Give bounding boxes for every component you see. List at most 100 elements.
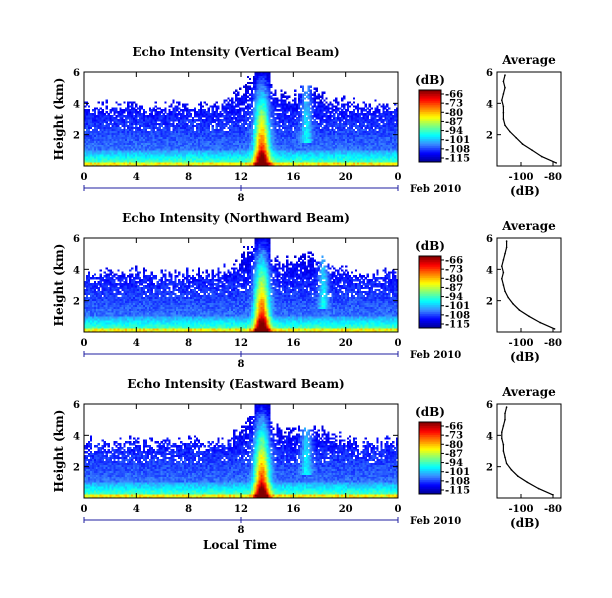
colorbar-band xyxy=(419,441,441,444)
colorbar-band xyxy=(419,438,441,441)
colorbar-band xyxy=(419,293,441,296)
colorbar-tick-label: -66 xyxy=(445,422,463,433)
colorbar-tick-label: -80 xyxy=(445,274,463,285)
colorbar-band xyxy=(419,270,441,273)
colorbar-band xyxy=(419,447,441,450)
colorbar-unit: (dB) xyxy=(415,73,445,87)
average-title: Average xyxy=(501,385,556,399)
colorbar-tick-label: -66 xyxy=(445,90,463,101)
heatmap-cells xyxy=(84,72,399,167)
average-profile-point xyxy=(505,406,508,408)
average-title: Average xyxy=(501,219,556,233)
colorbar-tick-label: -73 xyxy=(445,99,463,110)
average-y-tick-label: 6 xyxy=(486,68,493,79)
heatmap-title: Echo Intensity (Vertical Beam) xyxy=(132,45,339,59)
average-x-tick-label: -80 xyxy=(544,172,562,183)
colorbar-band xyxy=(419,432,441,435)
colorbar-band xyxy=(419,308,441,311)
colorbar-band xyxy=(419,154,441,157)
average-profile-point xyxy=(526,481,529,484)
colorbar-band xyxy=(419,306,441,309)
colorbar-band xyxy=(419,274,441,277)
colorbar-band xyxy=(419,310,441,313)
average-profile-point xyxy=(504,412,506,415)
colorbar-band xyxy=(419,279,441,282)
colorbar-band xyxy=(419,443,441,446)
colorbar-tick-label: -80 xyxy=(445,440,463,451)
average-profile-point xyxy=(507,296,510,299)
average-x-tick-label: -80 xyxy=(544,504,562,515)
y-axis-label: Height (km) xyxy=(52,410,66,493)
x-tick-label: 0 xyxy=(395,172,402,183)
colorbar-band xyxy=(419,149,441,152)
colorbar-band xyxy=(419,431,441,434)
colorbar-band xyxy=(419,265,441,268)
average-profile-point xyxy=(502,80,505,83)
average-profile-point xyxy=(502,259,505,261)
average-profile-point xyxy=(501,437,503,440)
average-x-label: (dB) xyxy=(510,350,540,364)
colorbar-band xyxy=(419,302,441,305)
colorbar-band xyxy=(419,284,441,287)
colorbar-tick-label: -115 xyxy=(445,486,470,497)
average-y-tick-label: 2 xyxy=(486,131,493,142)
colorbar-band xyxy=(419,136,441,139)
colorbar-band xyxy=(419,490,441,493)
colorbar-band xyxy=(419,259,441,262)
colorbar-band xyxy=(419,158,441,161)
average-profile-point xyxy=(509,130,511,133)
colorbar-band xyxy=(419,304,441,307)
average-profile-line xyxy=(501,241,555,330)
average-y-tick-label: 6 xyxy=(486,400,493,411)
colorbar-band xyxy=(419,277,441,280)
y-tick-label: 6 xyxy=(73,234,80,245)
colorbar-band xyxy=(419,283,441,286)
average-profile-point xyxy=(502,271,505,274)
x-tick-label: 12 xyxy=(234,172,248,183)
average-profile-point xyxy=(515,137,517,139)
colorbar-band xyxy=(419,261,441,264)
average-frame xyxy=(496,71,562,167)
colorbar-band xyxy=(419,99,441,102)
colorbar-band xyxy=(419,147,441,150)
average-profile-point xyxy=(555,162,557,164)
colorbar-tick-label: -66 xyxy=(445,256,463,267)
colorbar-tick-label: -101 xyxy=(445,301,470,312)
colorbar-band xyxy=(419,301,441,304)
colorbar-unit: (dB) xyxy=(415,405,445,419)
x-tick-label: 0 xyxy=(395,338,402,349)
colorbar-band xyxy=(419,124,441,127)
average-profile-point xyxy=(504,290,506,293)
average-profile-point xyxy=(502,284,505,286)
colorbar-band xyxy=(419,450,441,453)
y-tick-label: 6 xyxy=(73,68,80,79)
colorbar-band xyxy=(419,104,441,107)
colorbar-band xyxy=(419,295,441,298)
x-tick-label: 16 xyxy=(286,172,300,183)
average-profile-point xyxy=(531,149,533,152)
x-tick-label: 4 xyxy=(133,172,140,183)
heatmap-title: Echo Intensity (Eastward Beam) xyxy=(127,377,344,391)
colorbar-band xyxy=(419,434,441,437)
colorbar-tick-label: -73 xyxy=(445,265,463,276)
colorbar-band xyxy=(419,145,441,148)
colorbar-tick-label: -115 xyxy=(445,320,470,331)
date-day-label: 8 xyxy=(238,359,245,370)
colorbar-band xyxy=(419,135,441,138)
colorbar-band xyxy=(419,311,441,314)
colorbar-band xyxy=(419,151,441,154)
colorbar-tick-label: -101 xyxy=(445,135,470,146)
colorbar-band xyxy=(419,485,441,488)
colorbar-band xyxy=(419,322,441,325)
colorbar-band xyxy=(419,102,441,105)
y-axis-label: Height (km) xyxy=(52,78,66,161)
y-tick-label: 2 xyxy=(73,131,80,142)
local-time-label: Local Time xyxy=(203,538,277,552)
average-profile-line xyxy=(501,74,557,164)
average-profile-point xyxy=(541,155,543,158)
colorbar-band xyxy=(419,275,441,278)
colorbar-band xyxy=(419,456,441,459)
colorbar-band xyxy=(419,272,441,275)
colorbar-band xyxy=(419,423,441,426)
